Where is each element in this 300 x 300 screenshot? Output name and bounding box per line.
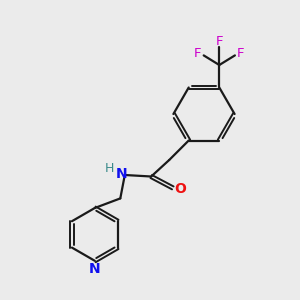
Text: F: F (194, 47, 201, 60)
Text: F: F (215, 35, 223, 48)
Text: O: O (174, 182, 186, 197)
Text: F: F (237, 47, 245, 60)
Text: N: N (116, 167, 127, 182)
Text: N: N (89, 262, 100, 276)
Text: H: H (105, 162, 115, 175)
